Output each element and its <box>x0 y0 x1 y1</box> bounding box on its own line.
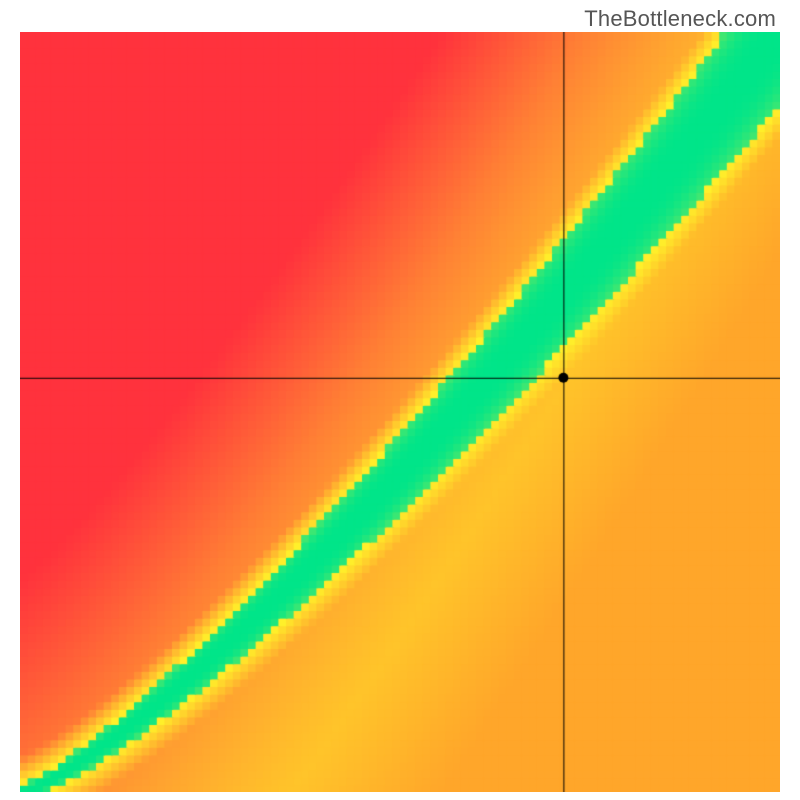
bottleneck-heatmap <box>20 32 780 792</box>
watermark-text: TheBottleneck.com <box>584 6 776 32</box>
